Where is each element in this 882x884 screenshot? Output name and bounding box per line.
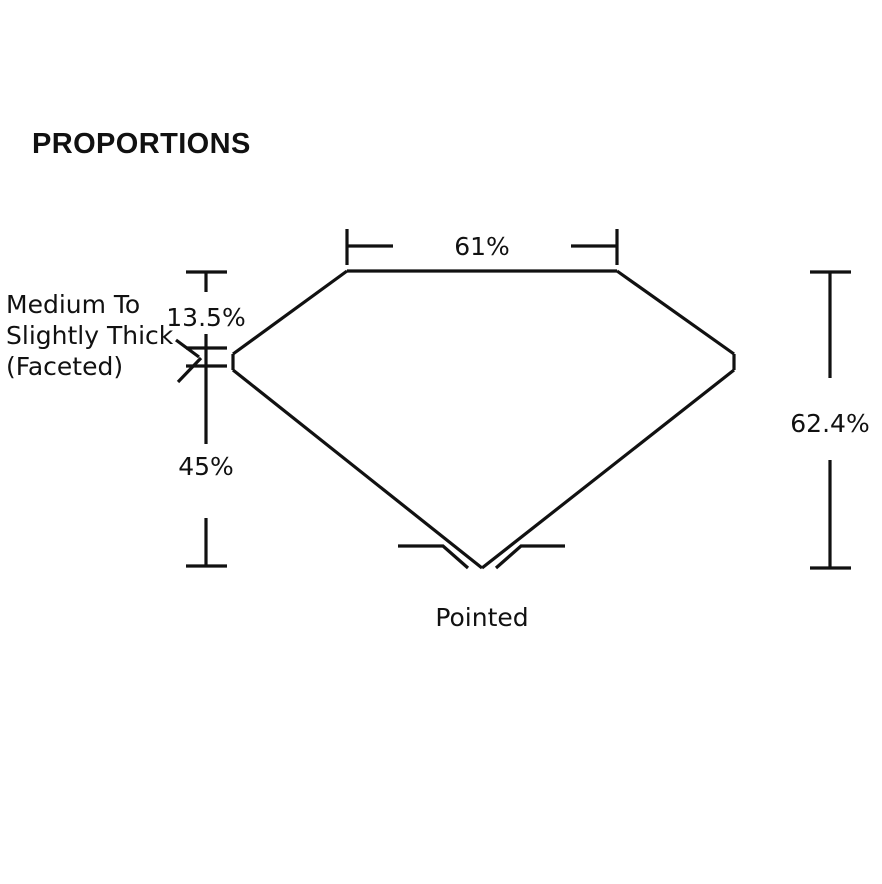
page-title: PROPORTIONS: [32, 128, 251, 160]
pavilion-depth-dimension: [186, 390, 227, 568]
crown-right-line: [616, 269, 735, 356]
girdle-description-line-2: Slightly Thick: [6, 321, 174, 350]
girdle-description-line-1: Medium To: [6, 290, 140, 319]
culet-leader-right: [494, 544, 565, 570]
break-symbol-slash-upper: [175, 338, 200, 359]
culet-label: Pointed: [435, 603, 528, 632]
girdle-thickness-dimension: [175, 270, 227, 390]
girdle-thickness-label: 13.5%: [166, 303, 245, 332]
table-width-label: 61%: [454, 232, 510, 261]
diamond-outline: [231, 269, 736, 570]
culet-leader-line: [398, 544, 565, 570]
pavilion-left-line: [232, 368, 483, 570]
total-depth-dimension: [810, 270, 851, 570]
culet-leader-left: [398, 544, 470, 570]
table-width-dimension: [345, 229, 619, 265]
girdle-description: Medium To Slightly Thick (Faceted): [6, 290, 174, 381]
pavilion-right-line: [481, 368, 735, 570]
crown-left-line: [232, 269, 348, 356]
total-depth-label: 62.4%: [790, 409, 869, 438]
break-symbol-slash-lower: [176, 356, 203, 384]
pavilion-depth-label: 45%: [178, 452, 234, 481]
girdle-description-line-3: (Faceted): [6, 352, 123, 381]
